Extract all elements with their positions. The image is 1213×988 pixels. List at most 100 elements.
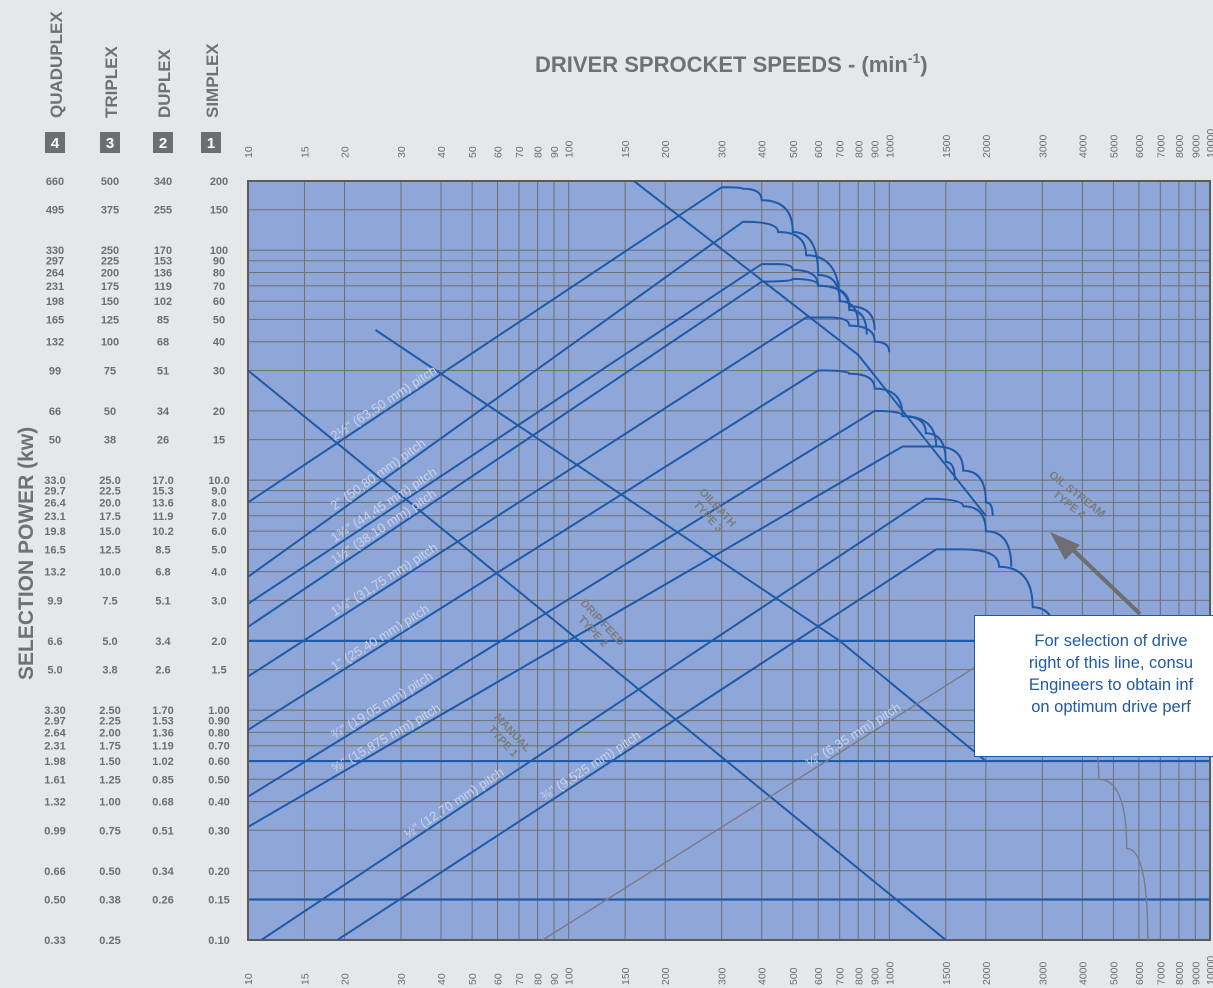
strand-value: 0.15 xyxy=(208,895,229,907)
zone-boundary-line xyxy=(248,369,947,940)
strand-value: 0.50 xyxy=(99,866,120,878)
strand-badge xyxy=(45,132,65,153)
x-tick-label-top: 40 xyxy=(436,146,448,158)
strand-value: 80 xyxy=(213,268,225,280)
strand-heading: DUPLEX xyxy=(155,48,174,118)
strand-value: 1.50 xyxy=(99,756,120,768)
strand-value: 125 xyxy=(101,314,119,326)
strand-value: 2.25 xyxy=(99,716,120,728)
x-tick-label-bottom: 70 xyxy=(514,973,526,985)
strand-value: 70 xyxy=(213,281,225,293)
strand-value: 50 xyxy=(49,435,61,447)
strand-value: 0.99 xyxy=(44,825,65,837)
strand-value: 0.90 xyxy=(208,716,229,728)
strand-value: 0.30 xyxy=(208,825,229,837)
strand-heading: TRIPLEX xyxy=(102,46,121,118)
strand-value: 40 xyxy=(213,337,225,349)
x-tick-label-top: 200 xyxy=(660,140,672,158)
strand-value: 16.5 xyxy=(44,544,65,556)
strand-value: 10.2 xyxy=(152,526,173,538)
annotation-arrow-head xyxy=(1050,532,1080,560)
strand-value: 12.5 xyxy=(99,544,120,556)
strand-value: 375 xyxy=(101,205,119,217)
pitch-curve-4 xyxy=(248,277,876,628)
strand-value: 4.0 xyxy=(211,567,226,579)
x-tick-label-bottom: 300 xyxy=(717,967,729,985)
strand-value: 0.25 xyxy=(99,935,120,947)
strand-value: 10.0 xyxy=(99,567,120,579)
strand-value: 29.7 xyxy=(44,486,65,498)
x-tick-label-top: 8000 xyxy=(1174,134,1186,158)
x-tick-label-bottom: 200 xyxy=(660,967,672,985)
strand-value: 0.51 xyxy=(152,825,173,837)
strand-value: 1.70 xyxy=(152,705,173,717)
strand-heading: QUADUPLEX xyxy=(47,11,66,118)
strand-badge xyxy=(201,132,221,153)
strand-value: 100 xyxy=(210,245,228,257)
strand-value: 1.75 xyxy=(99,741,120,753)
strand-value: 26.4 xyxy=(44,497,66,509)
x-tick-label-top: 150 xyxy=(620,140,632,158)
strand-value: 22.5 xyxy=(99,486,120,498)
strand-value: 2.0 xyxy=(211,636,226,648)
x-tick-label-bottom: 500 xyxy=(788,967,800,985)
strand-value: 2.97 xyxy=(44,716,65,728)
strand-value: 2.31 xyxy=(44,741,65,753)
strand-value: 1.5 xyxy=(211,665,226,677)
x-tick-label-top: 400 xyxy=(757,140,769,158)
strand-value: 170 xyxy=(154,245,172,257)
x-tick-label-bottom: 400 xyxy=(757,967,769,985)
x-tick-label-bottom: 1500 xyxy=(941,961,953,985)
strand-value: 153 xyxy=(154,256,172,268)
strand-value: 6.6 xyxy=(47,636,62,648)
strand-value: 50 xyxy=(104,406,116,418)
strand-value: 66 xyxy=(49,406,61,418)
annotation-box: For selection of drive right of this lin… xyxy=(974,615,1213,757)
strand-value: 20 xyxy=(213,406,225,418)
x-tick-label-top: 900 xyxy=(870,140,882,158)
strand-value: 10.0 xyxy=(208,475,229,487)
strand-value: 25.0 xyxy=(99,475,120,487)
strand-value: 1.32 xyxy=(44,797,65,809)
strand-value: 0.70 xyxy=(208,741,229,753)
strand-value: 0.40 xyxy=(208,797,229,809)
x-tick-label-top: 80 xyxy=(533,146,545,158)
strand-value: 175 xyxy=(101,281,119,293)
strand-value: 34 xyxy=(157,406,170,418)
strand-badge-number: 1 xyxy=(207,135,215,152)
strand-value: 0.75 xyxy=(99,825,120,837)
strand-value: 198 xyxy=(46,296,64,308)
strand-value: 102 xyxy=(154,296,172,308)
chart-title: DRIVER SPROCKET SPEEDS - (min-1) xyxy=(535,50,928,77)
x-tick-label-bottom: 150 xyxy=(620,967,632,985)
strand-value: 23.1 xyxy=(44,511,65,523)
strand-value: 340 xyxy=(154,176,172,188)
strand-value: 50 xyxy=(213,314,225,326)
zone-boundary-line xyxy=(375,329,987,762)
strand-value: 660 xyxy=(46,176,64,188)
strand-value: 330 xyxy=(46,245,64,257)
strand-value: 1.36 xyxy=(152,727,173,739)
strand-value: 20.0 xyxy=(99,497,120,509)
x-tick-label-top: 1000 xyxy=(884,134,896,158)
pitch-curve-7 xyxy=(248,409,956,798)
strand-value: 132 xyxy=(46,337,64,349)
x-tick-label-bottom: 7000 xyxy=(1155,961,1167,985)
strand-value: 100 xyxy=(101,337,119,349)
strand-value: 15 xyxy=(213,435,225,447)
x-tick-label-top: 500 xyxy=(788,140,800,158)
strand-value: 5.0 xyxy=(47,665,62,677)
strand-value: 38 xyxy=(104,435,116,447)
strand-value: 60 xyxy=(213,296,225,308)
strand-value: 500 xyxy=(101,176,119,188)
strand-value: 19.8 xyxy=(44,526,65,538)
strand-value: 3.8 xyxy=(102,665,117,677)
strand-value: 9.0 xyxy=(211,486,226,498)
grid xyxy=(248,181,1210,940)
zone-boundaries xyxy=(248,181,987,940)
x-tick-label-top: 100 xyxy=(564,140,576,158)
strand-value: 5.0 xyxy=(102,636,117,648)
strand-badge-number: 2 xyxy=(159,135,167,152)
x-tick-label-top: 2000 xyxy=(981,134,993,158)
strand-value: 11.9 xyxy=(153,511,174,523)
